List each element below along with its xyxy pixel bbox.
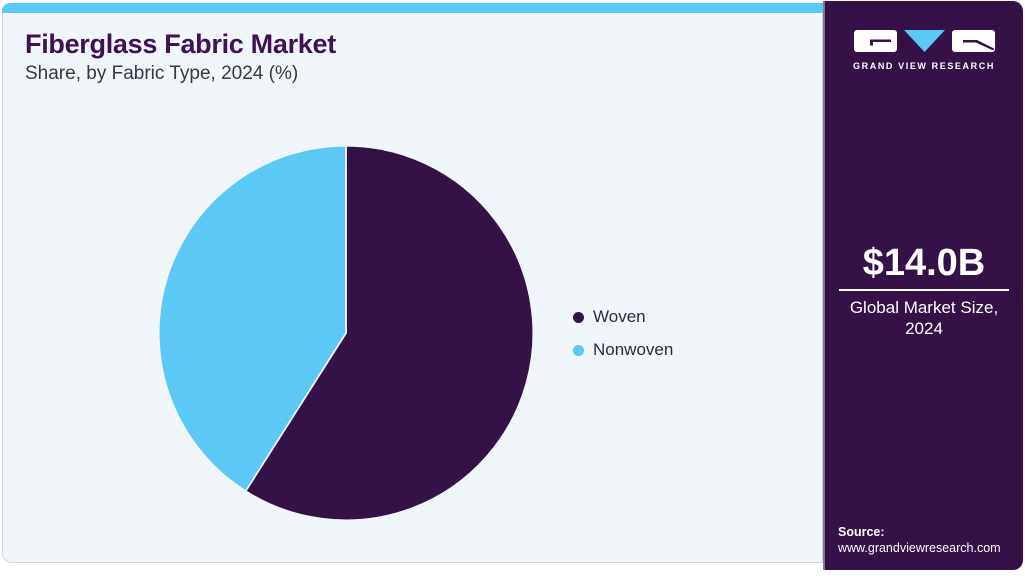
source-url: www.grandviewresearch.com [838, 541, 1001, 555]
brand-logo-marks [825, 29, 1023, 53]
legend: Woven Nonwoven [573, 306, 673, 361]
top-accent-bar [2, 3, 823, 13]
sidebar: GRAND VIEW RESEARCH $14.0B Global Market… [823, 1, 1023, 570]
legend-item-woven: Woven [573, 306, 673, 328]
source-label: Source: [838, 525, 885, 539]
chart-subtitle: Share, by Fabric Type, 2024 (%) [25, 63, 299, 84]
pie-slice-nonwoven [157, 144, 347, 492]
market-size-label-line1: Global Market Size, [849, 298, 999, 317]
logo-g-icon [853, 30, 897, 52]
logo-v-icon [903, 30, 945, 52]
legend-label-woven: Woven [593, 307, 646, 326]
legend-swatch-woven-icon [573, 311, 584, 323]
market-size-label-line2: 2024 [905, 319, 943, 338]
market-size-value: $14.0B [862, 242, 986, 284]
market-size-label: Global Market Size, 2024 [825, 297, 1023, 339]
market-size-block: $14.0B Global Market Size, 2024 [825, 241, 1023, 339]
logo-r-icon [951, 30, 995, 52]
pie-chart [157, 144, 535, 522]
legend-item-nonwoven: Nonwoven [573, 339, 673, 361]
pie-slice-woven [244, 144, 535, 522]
brand-name: GRAND VIEW RESEARCH [853, 61, 995, 71]
legend-swatch-nonwoven-icon [573, 344, 584, 356]
source-block: Source: www.grandviewresearch.com [838, 524, 1001, 556]
market-size-divider [839, 289, 1009, 291]
legend-label-nonwoven: Nonwoven [593, 340, 674, 359]
brand-logo: GRAND VIEW RESEARCH [825, 29, 1023, 71]
chart-title: Fiberglass Fabric Market [25, 29, 336, 59]
chart-card: Fiberglass Fabric Market Share, by Fabri… [2, 3, 823, 563]
